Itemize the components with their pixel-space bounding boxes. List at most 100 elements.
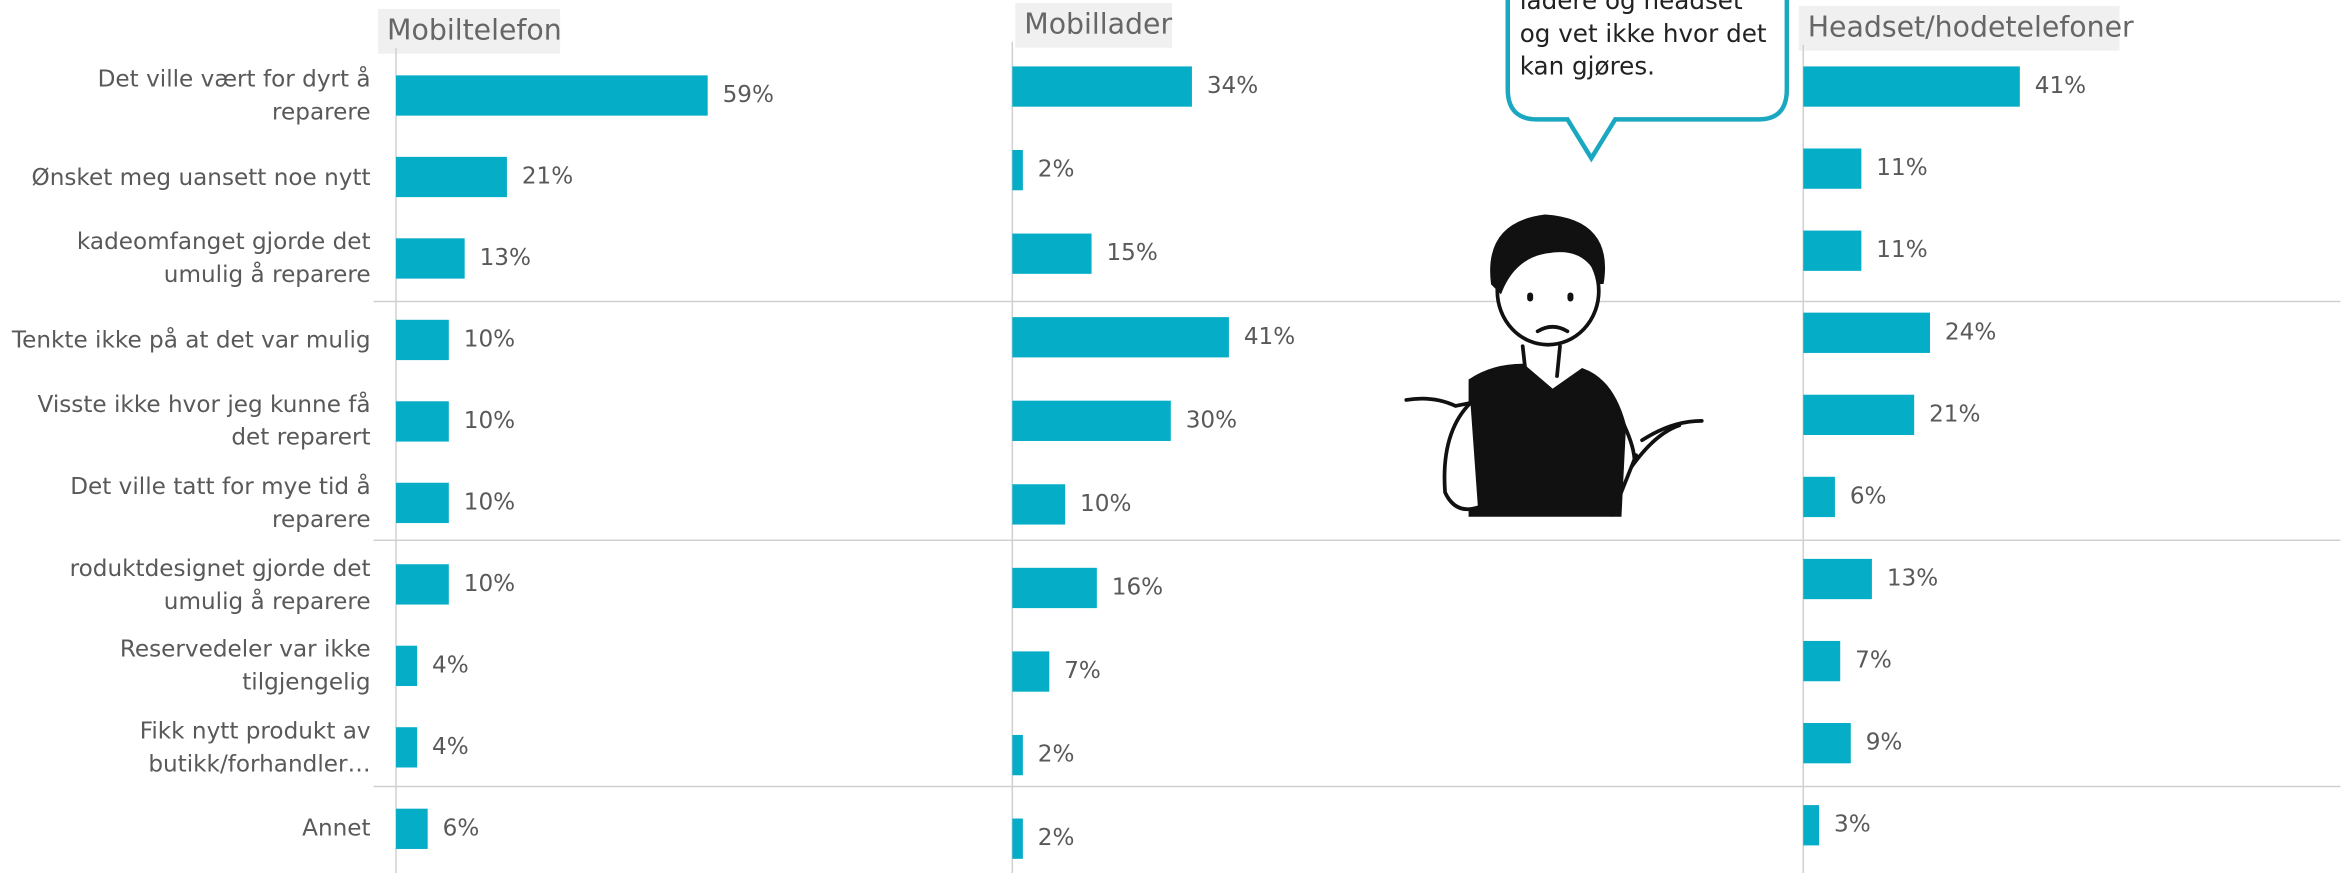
bar xyxy=(395,808,428,849)
category-label: Visste ikke hvor jeg kunne få det repare… xyxy=(37,391,371,452)
value-label: 4% xyxy=(432,652,469,678)
bar xyxy=(1012,651,1050,692)
value-label: 2% xyxy=(1038,157,1075,183)
value-label: 3% xyxy=(1834,812,1871,838)
category-wrap: Det ville vært for dyrt å reparere xyxy=(1,51,371,141)
category-box: Tenkte ikke på at det var mulig xyxy=(1,295,371,385)
category-box: Det ville vært for dyrt å reparere xyxy=(1,51,371,141)
bar xyxy=(1803,66,2020,107)
value-label: 10% xyxy=(1080,491,1131,517)
value-label: 10% xyxy=(464,326,515,352)
value-label: 59% xyxy=(723,82,774,108)
title-background xyxy=(1015,2,1172,48)
title-background xyxy=(1798,5,2120,51)
value-label: 11% xyxy=(1876,155,1927,181)
category-label: Ønsket meg uansett noe nytt xyxy=(31,163,371,191)
value-label: 13% xyxy=(480,245,531,271)
value-label: 21% xyxy=(1929,401,1980,427)
category-box: Det ville tatt for mye tid å reparere xyxy=(1,458,371,548)
value-label: 30% xyxy=(1186,407,1237,433)
bar xyxy=(1803,476,1835,518)
bar xyxy=(395,156,507,198)
bar xyxy=(395,238,465,279)
value-label: 10% xyxy=(464,408,515,434)
value-label: 21% xyxy=(522,163,573,189)
bar xyxy=(1012,484,1066,525)
value-label: 6% xyxy=(443,815,480,841)
bar xyxy=(1803,723,1851,764)
value-label: 10% xyxy=(464,489,515,515)
value-label: 24% xyxy=(1945,319,1996,345)
bar xyxy=(1012,567,1097,609)
value-label: 4% xyxy=(432,734,469,760)
bar xyxy=(1803,394,1915,436)
category-wrap: Annet xyxy=(1,784,371,873)
category-box: Fikk nytt produkt av butikk/forhandler… xyxy=(1,703,371,793)
value-label: 2% xyxy=(1038,825,1075,851)
bar xyxy=(1803,640,1841,682)
category-label: Annet xyxy=(302,815,371,843)
bar xyxy=(395,319,449,361)
value-label: 16% xyxy=(1112,574,1163,600)
chart-title: Mobiltelefon xyxy=(387,13,562,46)
bar xyxy=(1012,734,1023,776)
bar xyxy=(1012,149,1023,191)
value-label: 2% xyxy=(1038,742,1075,768)
speech-bubble xyxy=(1505,0,1790,163)
bar xyxy=(395,75,708,116)
category-wrap: kadeomfanget gjorde det umulig å reparer… xyxy=(1,214,371,304)
category-box: Ønsket meg uansett noe nytt xyxy=(1,132,371,222)
bar xyxy=(1012,400,1171,441)
bubble-line: kan gjøres. xyxy=(1519,52,1655,81)
bubble-text-box: ladere og headset og vet ikke hvor det kan… xyxy=(1520,0,1781,84)
category-label: Reservedeler var ikke tilgjengelig xyxy=(119,636,371,696)
value-label: 10% xyxy=(464,571,515,597)
chart-title: Headset/hodetelefoner xyxy=(1808,10,2134,43)
bar xyxy=(395,564,449,605)
bar xyxy=(395,482,449,524)
value-label: 11% xyxy=(1876,237,1927,263)
category-wrap: Tenkte ikke på at det var mulig xyxy=(1,295,371,385)
category-wrap: Fikk nytt produkt av butikk/forhandler… xyxy=(1,703,371,793)
category-wrap: Visste ikke hvor jeg kunne få det repare… xyxy=(1,377,371,467)
category-label: Fikk nytt produkt av butikk/forhandler… xyxy=(139,717,371,778)
category-box: Annet xyxy=(1,784,371,873)
value-label: 34% xyxy=(1207,73,1258,99)
category-label: kadeomfanget gjorde det umulig å reparer… xyxy=(76,228,371,289)
value-label: 7% xyxy=(1855,648,1892,674)
bar xyxy=(1012,233,1092,274)
bar xyxy=(1803,148,1862,189)
value-label: 41% xyxy=(1244,324,1295,350)
separators xyxy=(373,300,2341,788)
value-label: 41% xyxy=(2035,73,2086,99)
category-label: Det ville vært for dyrt å reparere xyxy=(97,65,371,126)
bar xyxy=(1803,558,1872,600)
value-label: 7% xyxy=(1064,658,1101,684)
value-label: 15% xyxy=(1106,240,1157,266)
bubble-text: ladere og headset og vet ikke hvor det kan… xyxy=(1520,0,1781,84)
bar xyxy=(1803,805,1820,846)
bar xyxy=(1803,230,1862,271)
bar xyxy=(395,645,418,687)
category-label: Det ville tatt for mye tid å reparere xyxy=(70,473,371,533)
category-label: roduktdesignet gjorde det umulig å repar… xyxy=(69,554,371,615)
category-wrap: Det ville tatt for mye tid å reparere xyxy=(1,458,371,548)
bar xyxy=(1012,66,1192,107)
person-illustration xyxy=(1404,214,1704,517)
category-wrap: Reservedeler var ikke tilgjengelig xyxy=(1,621,371,711)
chart-title: Mobillader xyxy=(1024,7,1172,40)
bar xyxy=(1803,312,1931,353)
value-label: 6% xyxy=(1850,483,1887,509)
category-label: Tenkte ikke på at det var mulig xyxy=(11,326,371,354)
category-box: kadeomfanget gjorde det umulig å reparer… xyxy=(1,214,371,304)
category-wrap: roduktdesignet gjorde det umulig å repar… xyxy=(1,540,371,630)
bubble-line: ladere og headset xyxy=(1519,0,1743,15)
value-label: 9% xyxy=(1866,730,1903,756)
category-box: Reservedeler var ikke tilgjengelig xyxy=(1,621,371,711)
value-label: 13% xyxy=(1887,566,1938,592)
bubble-line: og vet ikke hvor det xyxy=(1519,19,1767,48)
bar xyxy=(1012,818,1023,859)
category-wrap: Ønsket meg uansett noe nytt xyxy=(1,132,371,222)
